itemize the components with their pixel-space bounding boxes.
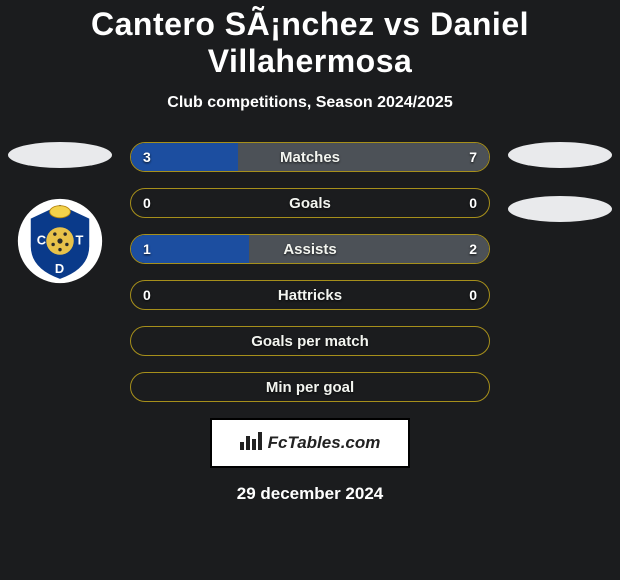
brand-attribution[interactable]: FcTables.com	[210, 418, 410, 468]
stat-value-right: 0	[469, 287, 477, 303]
svg-text:T: T	[75, 232, 83, 247]
stat-label: Matches	[280, 149, 340, 166]
stats-list: 3 7 Matches 0 0 Goals 1 2 Assists 0 0 Hattricks Goal…	[130, 142, 490, 402]
stat-label: Min per goal	[266, 379, 354, 396]
player-photo-placeholder	[8, 142, 112, 168]
content-area: C T D 3 7 Matches 0 0 Goals 1 2 Assists 0 0 Hattric…	[0, 142, 620, 504]
stat-row: Goals per match	[130, 326, 490, 356]
stat-row: Min per goal	[130, 372, 490, 402]
stat-value-left: 1	[143, 241, 151, 257]
stat-label: Hattricks	[278, 287, 342, 304]
stat-value-left: 0	[143, 195, 151, 211]
stat-row: 0 0 Hattricks	[130, 280, 490, 310]
svg-text:D: D	[55, 261, 64, 276]
stat-value-left: 3	[143, 149, 151, 165]
stat-row: 0 0 Goals	[130, 188, 490, 218]
right-player-column	[500, 142, 620, 222]
svg-text:C: C	[37, 232, 46, 247]
brand-bars-icon	[240, 432, 262, 455]
stat-label: Assists	[283, 241, 336, 258]
brand-inner: FcTables.com	[240, 432, 381, 455]
stat-value-right: 0	[469, 195, 477, 211]
stat-value-right: 7	[469, 149, 477, 165]
stat-label: Goals per match	[251, 333, 369, 350]
brand-text: FcTables.com	[268, 433, 381, 453]
team-badge-placeholder	[508, 196, 612, 222]
snapshot-date: 29 december 2024	[0, 484, 620, 504]
stat-bar-right	[238, 143, 489, 171]
stat-value-left: 0	[143, 287, 151, 303]
page-title: Cantero SÃ¡nchez vs Daniel Villahermosa	[0, 0, 620, 80]
stat-label: Goals	[289, 195, 331, 212]
stat-row: 1 2 Assists	[130, 234, 490, 264]
left-player-column: C T D	[0, 142, 120, 284]
season-subtitle: Club competitions, Season 2024/2025	[0, 94, 620, 112]
stat-row: 3 7 Matches	[130, 142, 490, 172]
comparison-card: Cantero SÃ¡nchez vs Daniel Villahermosa …	[0, 0, 620, 580]
stat-value-right: 2	[469, 241, 477, 257]
player-photo-placeholder	[508, 142, 612, 168]
team-badge-left: C T D	[17, 198, 103, 284]
